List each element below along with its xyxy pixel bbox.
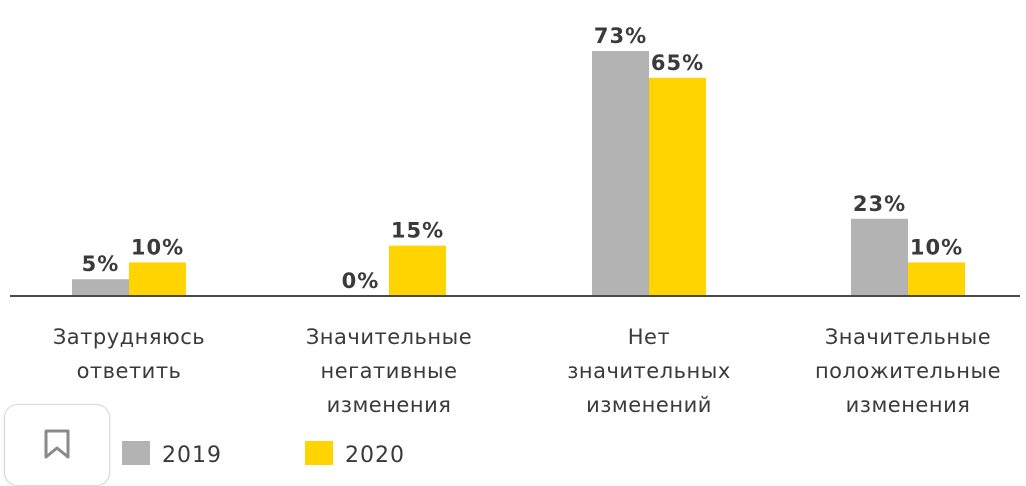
bookmark-icon [44, 429, 70, 459]
data-label-2020-2: 65% [651, 51, 704, 75]
data-label-2020-0: 10% [131, 235, 184, 259]
bar-2020-1 [389, 245, 446, 296]
data-label-2019-2: 73% [594, 24, 647, 48]
legend-label-2020: 2020 [345, 443, 405, 468]
category-label-1-line-0: Значительные [306, 325, 472, 349]
category-label-0-line-1: ответить [77, 359, 182, 383]
legend-label-2019: 2019 [162, 443, 222, 468]
legend-swatch-2020 [305, 441, 333, 465]
data-label-2019-0: 5% [82, 252, 120, 276]
data-label-2020-1: 15% [391, 219, 444, 243]
category-label-2-line-1: значительных [567, 359, 731, 383]
category-label-1-line-2: изменения [327, 393, 452, 417]
bar-2019-2 [592, 51, 649, 296]
bar-chart: 5% 10% Затрудняюсь ответить 0% 15% Значительны… [10, 24, 1020, 468]
category-label-3-line-0: Значительные [825, 325, 991, 349]
legend-swatch-2019 [122, 441, 150, 465]
category-label-2-line-0: Нет [628, 325, 670, 349]
category-label-1-line-1: негативные [320, 359, 457, 383]
bookmark-button[interactable] [4, 404, 110, 486]
category-label-3-line-1: положительные [815, 359, 1001, 383]
bar-2019-0 [72, 279, 129, 296]
category-label-3-line-2: изменения [846, 393, 971, 417]
category-label-0-line-0: Затрудняюсь [53, 325, 205, 349]
category-label-2-line-2: изменений [586, 393, 712, 417]
bar-2020-3 [908, 262, 965, 296]
data-label-2019-1: 0% [342, 269, 380, 293]
bar-2020-2 [649, 77, 706, 297]
data-label-2020-3: 10% [910, 235, 963, 259]
bar-2019-3 [851, 218, 908, 296]
bar-2020-0 [129, 262, 186, 296]
data-label-2019-3: 23% [853, 192, 906, 216]
